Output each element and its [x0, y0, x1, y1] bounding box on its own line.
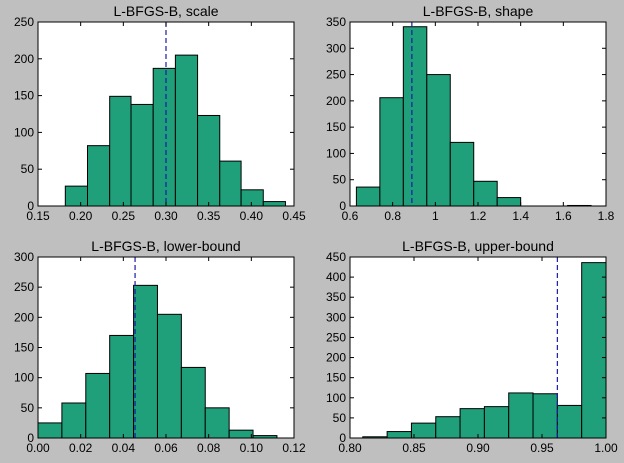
- y-tick-label: 0: [339, 199, 346, 213]
- x-tick-label: 0.20: [69, 209, 93, 223]
- bar: [410, 422, 437, 439]
- bar: [496, 197, 522, 207]
- bar: [379, 97, 404, 207]
- bar: [449, 141, 475, 207]
- y-tick-label: 350: [326, 290, 346, 304]
- bar: [64, 185, 88, 207]
- x-tick-label: 1.4: [512, 209, 529, 223]
- y-tick-label: 100: [14, 125, 34, 139]
- bar: [219, 160, 242, 207]
- bar: [109, 334, 135, 439]
- bar: [130, 103, 154, 207]
- bar: [228, 429, 254, 439]
- y-tick-label: 150: [326, 120, 346, 134]
- y-tick-label: 250: [14, 15, 34, 29]
- bar: [581, 262, 607, 439]
- bar: [556, 404, 583, 439]
- y-tick-label: 300: [326, 310, 346, 324]
- bar: [483, 406, 510, 439]
- y-tick-label: 300: [14, 250, 34, 264]
- bar: [240, 189, 264, 207]
- x-tick-label: 0.45: [282, 209, 306, 223]
- y-tick-label: 50: [21, 401, 35, 415]
- y-tick-label: 150: [14, 89, 34, 103]
- x-tick-label: 0.08: [197, 441, 221, 455]
- x-tick-label: 0.8: [384, 209, 401, 223]
- y-tick-label: 250: [326, 68, 346, 82]
- bar: [37, 422, 63, 439]
- x-tick-label: 0.06: [154, 441, 178, 455]
- x-tick-label: 1.6: [555, 209, 572, 223]
- x-tick-label: 1.2: [470, 209, 487, 223]
- x-tick-label: 0.10: [240, 441, 264, 455]
- bar: [473, 180, 498, 207]
- y-tick-label: 400: [326, 270, 346, 284]
- bar: [180, 366, 206, 439]
- bar: [402, 26, 428, 207]
- x-tick-label: 0.40: [240, 209, 264, 223]
- x-tick-label: 1: [432, 209, 439, 223]
- y-tick-label: 0: [27, 431, 34, 445]
- x-tick-label: 0.80: [338, 441, 362, 455]
- y-tick-label: 300: [326, 41, 346, 55]
- bar: [508, 392, 534, 439]
- bar: [109, 95, 132, 207]
- x-tick-label: 0.25: [112, 209, 136, 223]
- y-tick-label: 100: [14, 371, 34, 385]
- x-tick-label: 0.6: [342, 209, 359, 223]
- y-tick-label: 0: [27, 199, 34, 213]
- x-tick-label: 0.85: [402, 441, 426, 455]
- chart-title: L-BFGS-B, lower-bound: [91, 238, 240, 254]
- x-tick-label: 0.95: [530, 441, 554, 455]
- y-tick-label: 50: [333, 411, 347, 425]
- bar: [61, 402, 87, 439]
- y-tick-label: 350: [326, 15, 346, 29]
- bar: [86, 145, 111, 207]
- y-tick-label: 50: [333, 173, 347, 187]
- y-tick-label: 150: [326, 371, 346, 385]
- y-tick-label: 100: [326, 146, 346, 160]
- chart-title: L-BFGS-B, shape: [423, 3, 534, 19]
- bar: [262, 201, 286, 207]
- chart-title: L-BFGS-B, upper-bound: [402, 238, 554, 254]
- bar: [459, 408, 485, 439]
- y-tick-label: 200: [14, 52, 34, 66]
- x-tick-label: 0.30: [154, 209, 178, 223]
- bar: [152, 67, 176, 207]
- y-tick-label: 100: [326, 391, 346, 405]
- x-tick-label: 0.12: [282, 441, 306, 455]
- x-tick-label: 0.90: [466, 441, 490, 455]
- bar: [532, 393, 558, 439]
- bar: [133, 284, 158, 439]
- bar: [355, 186, 381, 207]
- y-tick-label: 50: [21, 162, 35, 176]
- bar: [386, 431, 412, 439]
- x-tick-label: 0.00: [26, 441, 50, 455]
- y-tick-label: 200: [326, 351, 346, 365]
- bar: [174, 54, 199, 207]
- bar: [85, 372, 111, 439]
- y-tick-label: 250: [14, 280, 34, 294]
- bar: [204, 407, 230, 439]
- x-tick-label: 1.00: [594, 441, 618, 455]
- y-tick-label: 0: [339, 431, 346, 445]
- x-tick-label: 1.8: [598, 209, 615, 223]
- y-tick-label: 200: [14, 310, 34, 324]
- y-tick-label: 250: [326, 330, 346, 344]
- y-tick-label: 450: [326, 250, 346, 264]
- x-tick-label: 0.04: [112, 441, 136, 455]
- bar: [197, 114, 221, 207]
- chart-title: L-BFGS-B, scale: [113, 3, 218, 19]
- y-tick-label: 150: [14, 341, 34, 355]
- x-tick-label: 0.15: [26, 209, 50, 223]
- bar: [156, 313, 182, 439]
- bar: [435, 416, 461, 439]
- y-tick-label: 200: [326, 94, 346, 108]
- x-tick-label: 0.35: [197, 209, 221, 223]
- x-tick-label: 0.02: [69, 441, 93, 455]
- bar: [426, 74, 451, 207]
